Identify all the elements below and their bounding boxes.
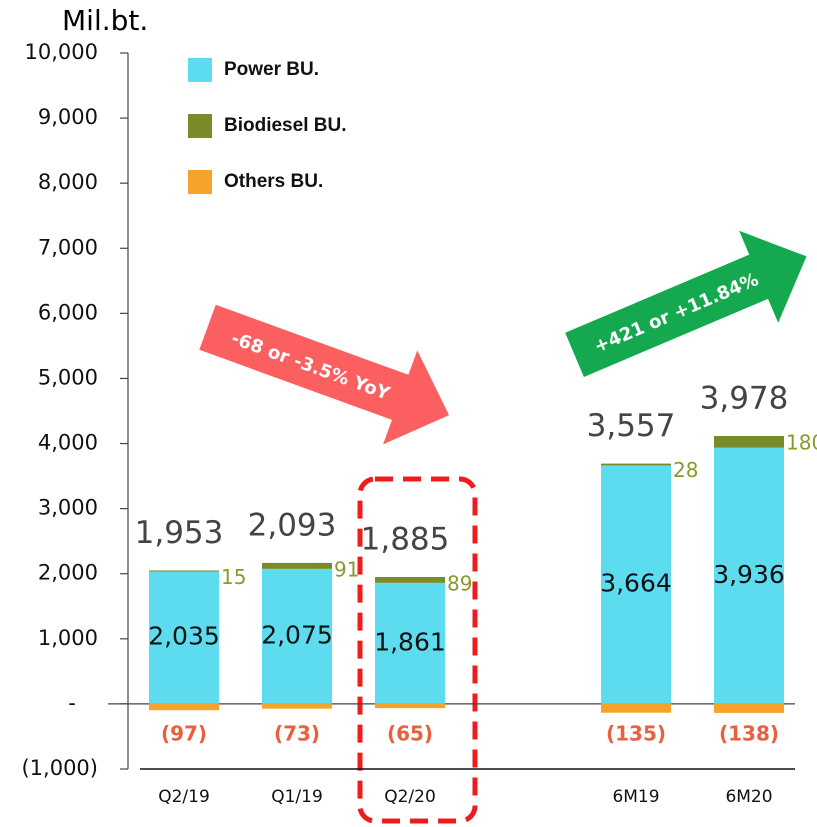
- bar-segment: [375, 576, 445, 583]
- total-label: 1,953: [135, 515, 224, 551]
- legend-label: Others BU.: [224, 171, 323, 192]
- bar-segment: [149, 703, 219, 711]
- bar-segment: [714, 447, 784, 704]
- y-tick-label: 5,000: [38, 365, 98, 389]
- value-label: (138): [719, 722, 779, 746]
- growth-arrow: +421 or +11.84%: [565, 230, 807, 377]
- bar-segment: [149, 570, 219, 572]
- legend-swatch: [188, 58, 212, 82]
- decline-arrow: -68 or -3.5% YoY: [199, 304, 450, 445]
- y-tick-label: 1,000: [38, 626, 98, 650]
- y-tick-label: 2,000: [38, 561, 98, 585]
- bar-segment: [714, 703, 784, 713]
- y-axis-label: Mil.bt.: [62, 4, 148, 37]
- x-tick-label: 6M20: [725, 787, 772, 807]
- legend: Power BU. Biodiesel BU. Others BU.: [188, 58, 346, 194]
- highlight-box: [357, 476, 478, 824]
- value-label: (65): [387, 722, 433, 746]
- y-tick-label: -: [68, 691, 76, 715]
- legend-label: Power BU.: [224, 59, 319, 80]
- value-label: 91: [334, 557, 359, 581]
- value-label: 89: [447, 571, 472, 595]
- bar-segment: [262, 703, 332, 709]
- bar-segment: [375, 582, 445, 704]
- value-label: 3,664: [600, 569, 672, 598]
- value-label: (97): [161, 722, 207, 746]
- x-tick-label: Q2/19: [158, 787, 210, 807]
- bar-segment: [601, 463, 671, 466]
- y-tick-label: 8,000: [38, 170, 98, 194]
- value-label: 3,936: [713, 560, 785, 589]
- total-label: 3,557: [587, 408, 676, 444]
- y-tick-label: 6,000: [38, 300, 98, 324]
- legend-label: Biodiesel BU.: [224, 115, 346, 136]
- y-tick-label: 4,000: [38, 431, 98, 455]
- bar-segment: [714, 435, 784, 448]
- value-label: 28: [673, 458, 698, 482]
- y-tick-label: (1,000): [21, 756, 98, 780]
- bar-segment: [601, 703, 671, 713]
- value-label: (73): [274, 722, 320, 746]
- value-label: 180: [786, 430, 817, 454]
- bar-segment: [262, 568, 332, 704]
- bar-segment: [375, 703, 445, 709]
- legend-swatch: [188, 114, 212, 138]
- bar-segment: [149, 571, 219, 704]
- total-label: 3,978: [700, 380, 789, 416]
- x-tick-label: Q1/19: [271, 787, 323, 807]
- value-label: 2,075: [261, 620, 333, 649]
- value-label: (135): [606, 722, 666, 746]
- bar-segment: [601, 465, 671, 704]
- value-label: 2,035: [148, 622, 220, 651]
- value-label: 1,861: [374, 627, 446, 656]
- bar-segment: [262, 562, 332, 569]
- x-tick-label: 6M19: [612, 787, 659, 807]
- total-label: 2,093: [248, 507, 337, 543]
- value-label: 15: [221, 565, 246, 589]
- legend-swatch: [188, 170, 212, 194]
- y-tick-label: 3,000: [38, 496, 98, 520]
- y-tick-label: 9,000: [38, 105, 98, 129]
- y-tick-label: 10,000: [25, 40, 98, 64]
- x-tick-label: Q2/20: [384, 787, 436, 807]
- y-tick-label: 7,000: [38, 235, 98, 259]
- total-label: 1,885: [361, 521, 450, 557]
